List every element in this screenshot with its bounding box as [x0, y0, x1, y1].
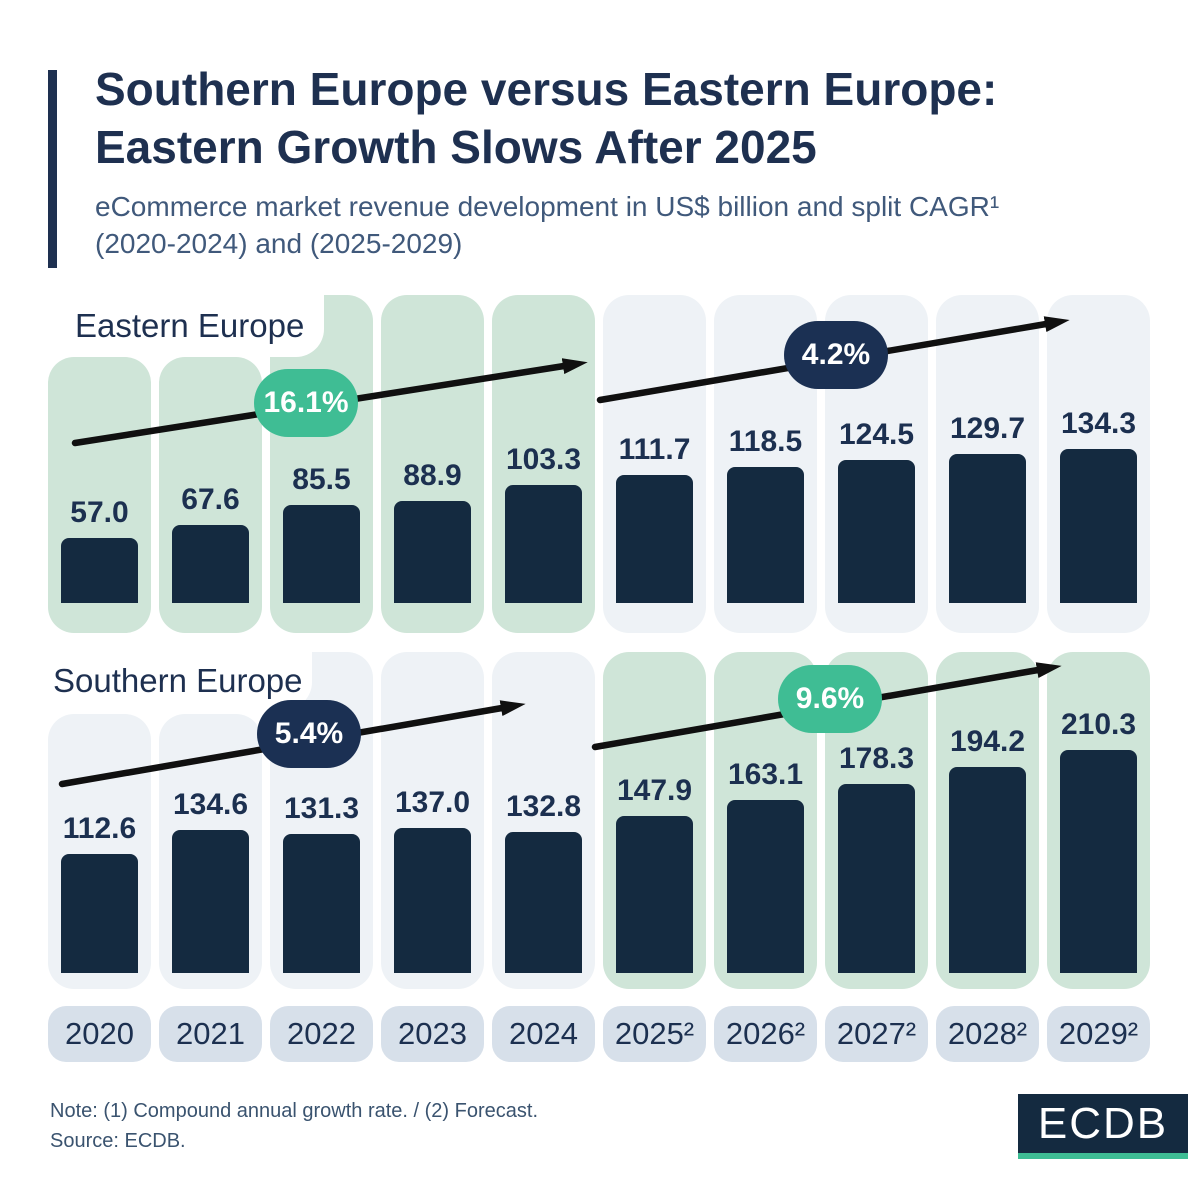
bar-value-label: 134.6 [172, 788, 249, 821]
ecdb-logo-underline [1018, 1153, 1188, 1159]
bar-value-label: 57.0 [70, 496, 129, 529]
bar-value-label: 131.3 [283, 792, 360, 825]
chart-column: 88.9 [381, 295, 484, 633]
bar-value-label: 210.3 [1060, 708, 1137, 741]
chart-column: 112.6 [48, 714, 151, 989]
revenue-bar [505, 485, 582, 603]
year-pill: 2028² [936, 1006, 1039, 1062]
ecdb-logo-box: ECDB [1018, 1094, 1188, 1153]
chart-column: 132.8 [492, 652, 595, 989]
year-pill: 2022 [270, 1006, 373, 1062]
revenue-bar [283, 834, 360, 973]
chart-column: 210.3 [1047, 652, 1150, 989]
year-axis: 2020 2021 2022 2023 2024 2025² 2026² 2027² 2028²… [48, 1006, 1152, 1062]
year-pill: 2027² [825, 1006, 928, 1062]
chart-column: 111.7 [603, 295, 706, 633]
year-pill: 2026² [714, 1006, 817, 1062]
title-accent-bar [48, 70, 57, 268]
subtitle-line-2: (2020-2024) and (2025-2029) [95, 228, 463, 259]
southern-europe-label: Southern Europe [48, 652, 312, 710]
chart-column: 85.5 [270, 295, 373, 633]
chart-column: 129.7 [936, 295, 1039, 633]
bar-value-label: 178.3 [838, 742, 915, 775]
year-pill: 2023 [381, 1006, 484, 1062]
southern-europe-label-text: Southern Europe [53, 662, 303, 699]
bar-value-label: 124.5 [838, 418, 915, 451]
chart-column: 57.0 [48, 357, 151, 633]
year-pill: 2029² [1047, 1006, 1150, 1062]
revenue-bar [1060, 750, 1137, 973]
revenue-bar [61, 538, 138, 603]
bar-value-label: 132.8 [505, 790, 582, 823]
cagr-badge: 4.2% [784, 321, 888, 389]
revenue-bar [838, 784, 915, 973]
revenue-bar [838, 460, 915, 603]
bar-value-label: 147.9 [616, 774, 693, 807]
revenue-bar [616, 816, 693, 973]
page-subtitle: eCommerce market revenue development in … [95, 188, 999, 262]
revenue-bar [61, 854, 138, 973]
cagr-badge: 5.4% [257, 700, 361, 768]
revenue-bar [505, 832, 582, 973]
cagr-badge: 16.1% [254, 369, 358, 437]
title-line-1: Southern Europe versus Eastern Europe: [95, 63, 998, 115]
chart-column: 134.3 [1047, 295, 1150, 633]
revenue-bar [949, 767, 1026, 973]
footnote-line-1: Note: (1) Compound annual growth rate. /… [50, 1100, 539, 1122]
revenue-bar [172, 830, 249, 973]
revenue-bar [1060, 449, 1137, 603]
revenue-bar [727, 467, 804, 603]
bar-value-label: 111.7 [618, 433, 691, 466]
bar-value-label: 129.7 [949, 412, 1026, 445]
footnote-line-2: Source: ECDB. [50, 1130, 186, 1152]
year-pill: 2025² [603, 1006, 706, 1062]
cagr-badge: 9.6% [778, 665, 882, 733]
eastern-europe-label: Eastern Europe [48, 295, 324, 357]
chart-column: 147.9 [603, 652, 706, 989]
revenue-bar [616, 475, 693, 603]
ecdb-logo-text: ECDB [1037, 1098, 1169, 1148]
bar-value-label: 134.3 [1060, 407, 1137, 440]
revenue-bar [949, 454, 1026, 603]
title-line-2: Eastern Growth Slows After 2025 [95, 121, 817, 173]
year-pill: 2024 [492, 1006, 595, 1062]
revenue-bar [394, 828, 471, 973]
eastern-europe-chart: Eastern Europe 57.0 67.6 85.5 88.9 103.3 111.… [48, 295, 1152, 633]
year-pill: 2020 [48, 1006, 151, 1062]
revenue-bar [172, 525, 249, 603]
bar-value-label: 85.5 [292, 463, 351, 496]
bar-value-label: 112.6 [62, 812, 137, 845]
revenue-bar [283, 505, 360, 603]
bar-value-label: 137.0 [394, 786, 471, 819]
chart-column: 134.6 [159, 714, 262, 989]
bar-value-label: 103.3 [505, 443, 582, 476]
eastern-europe-label-text: Eastern Europe [75, 307, 305, 344]
chart-column: 67.6 [159, 357, 262, 633]
bar-value-label: 163.1 [727, 758, 804, 791]
bar-value-label: 67.6 [181, 483, 240, 516]
revenue-bar [394, 501, 471, 603]
subtitle-line-1: eCommerce market revenue development in … [95, 191, 1000, 222]
chart-column: 137.0 [381, 652, 484, 989]
chart-column: 194.2 [936, 652, 1039, 989]
bar-value-label: 118.5 [728, 425, 803, 458]
page-title: Southern Europe versus Eastern Europe: E… [95, 60, 997, 176]
bar-value-label: 194.2 [949, 725, 1026, 758]
footnote: Note: (1) Compound annual growth rate. /… [50, 1096, 538, 1156]
southern-europe-chart: Southern Europe 112.6 134.6 131.3 137.0 132.… [48, 652, 1152, 989]
ecdb-logo: ECDB [1018, 1094, 1188, 1159]
bar-value-label: 88.9 [403, 459, 462, 492]
chart-column: 103.3 [492, 295, 595, 633]
year-pill: 2021 [159, 1006, 262, 1062]
revenue-bar [727, 800, 804, 973]
